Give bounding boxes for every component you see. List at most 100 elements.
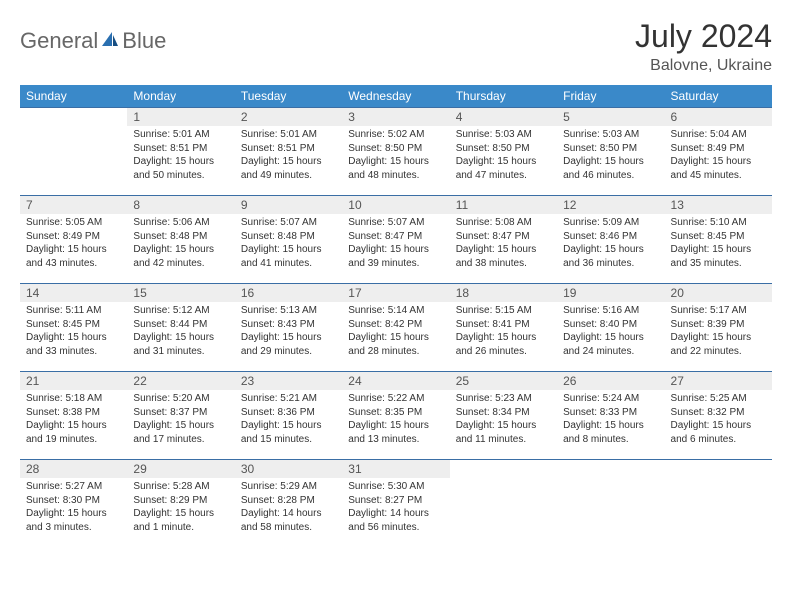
day-number: 20 — [665, 284, 772, 302]
day-number: 16 — [235, 284, 342, 302]
day-detail-line: Sunset: 8:29 PM — [133, 494, 228, 508]
day-detail-line: and 19 minutes. — [26, 433, 121, 447]
day-detail-line: and 29 minutes. — [241, 345, 336, 359]
day-details: Sunrise: 5:12 AMSunset: 8:44 PMDaylight:… — [127, 302, 234, 360]
day-detail-line: Sunrise: 5:09 AM — [563, 216, 658, 230]
day-detail-line: Sunset: 8:32 PM — [671, 406, 766, 420]
calendar-cell: 20Sunrise: 5:17 AMSunset: 8:39 PMDayligh… — [665, 284, 772, 372]
day-detail-line: Sunset: 8:48 PM — [133, 230, 228, 244]
day-detail-line: and 38 minutes. — [456, 257, 551, 271]
day-detail-line: Daylight: 15 hours — [133, 331, 228, 345]
calendar-grid: SundayMondayTuesdayWednesdayThursdayFrid… — [20, 85, 772, 548]
day-detail-line: Daylight: 15 hours — [563, 155, 658, 169]
calendar-row: 21Sunrise: 5:18 AMSunset: 8:38 PMDayligh… — [20, 372, 772, 460]
day-detail-line: Daylight: 15 hours — [671, 243, 766, 257]
day-detail-line: Sunset: 8:50 PM — [563, 142, 658, 156]
calendar-cell — [557, 460, 664, 548]
day-detail-line: Daylight: 15 hours — [348, 419, 443, 433]
calendar-cell: 4Sunrise: 5:03 AMSunset: 8:50 PMDaylight… — [450, 108, 557, 196]
day-details: Sunrise: 5:25 AMSunset: 8:32 PMDaylight:… — [665, 390, 772, 448]
day-detail-line: Daylight: 15 hours — [26, 243, 121, 257]
day-detail-line: Sunset: 8:45 PM — [671, 230, 766, 244]
day-detail-line: Sunrise: 5:08 AM — [456, 216, 551, 230]
day-detail-line: Sunrise: 5:01 AM — [133, 128, 228, 142]
day-detail-line: Sunrise: 5:14 AM — [348, 304, 443, 318]
calendar-cell: 13Sunrise: 5:10 AMSunset: 8:45 PMDayligh… — [665, 196, 772, 284]
day-number: 15 — [127, 284, 234, 302]
day-detail-line: Daylight: 15 hours — [26, 331, 121, 345]
day-number: 13 — [665, 196, 772, 214]
day-detail-line: and 41 minutes. — [241, 257, 336, 271]
calendar-cell: 6Sunrise: 5:04 AMSunset: 8:49 PMDaylight… — [665, 108, 772, 196]
day-details: Sunrise: 5:20 AMSunset: 8:37 PMDaylight:… — [127, 390, 234, 448]
day-details: Sunrise: 5:03 AMSunset: 8:50 PMDaylight:… — [557, 126, 664, 184]
day-number: 3 — [342, 108, 449, 126]
logo-word2: Blue — [122, 28, 166, 54]
day-number: 14 — [20, 284, 127, 302]
day-number: 4 — [450, 108, 557, 126]
day-detail-line: Sunset: 8:46 PM — [563, 230, 658, 244]
day-number: 27 — [665, 372, 772, 390]
day-number: 31 — [342, 460, 449, 478]
day-detail-line: Daylight: 15 hours — [563, 243, 658, 257]
day-detail-line: Daylight: 14 hours — [348, 507, 443, 521]
day-detail-line: Daylight: 15 hours — [563, 331, 658, 345]
day-detail-line: and 28 minutes. — [348, 345, 443, 359]
calendar-body: 1Sunrise: 5:01 AMSunset: 8:51 PMDaylight… — [20, 108, 772, 548]
day-detail-line: Daylight: 15 hours — [133, 507, 228, 521]
day-details: Sunrise: 5:05 AMSunset: 8:49 PMDaylight:… — [20, 214, 127, 272]
day-details: Sunrise: 5:02 AMSunset: 8:50 PMDaylight:… — [342, 126, 449, 184]
logo: General Blue — [20, 18, 166, 54]
weekday-header: Thursday — [450, 85, 557, 108]
day-detail-line: Sunset: 8:45 PM — [26, 318, 121, 332]
day-number: 12 — [557, 196, 664, 214]
day-detail-line: Daylight: 15 hours — [348, 331, 443, 345]
calendar-cell: 19Sunrise: 5:16 AMSunset: 8:40 PMDayligh… — [557, 284, 664, 372]
day-details: Sunrise: 5:15 AMSunset: 8:41 PMDaylight:… — [450, 302, 557, 360]
weekday-header: Sunday — [20, 85, 127, 108]
day-detail-line: Daylight: 15 hours — [671, 155, 766, 169]
calendar-cell: 5Sunrise: 5:03 AMSunset: 8:50 PMDaylight… — [557, 108, 664, 196]
day-detail-line: and 46 minutes. — [563, 169, 658, 183]
day-detail-line: Sunset: 8:33 PM — [563, 406, 658, 420]
day-detail-line: Daylight: 15 hours — [456, 243, 551, 257]
day-detail-line: and 50 minutes. — [133, 169, 228, 183]
day-details: Sunrise: 5:14 AMSunset: 8:42 PMDaylight:… — [342, 302, 449, 360]
day-number: 25 — [450, 372, 557, 390]
calendar-cell: 28Sunrise: 5:27 AMSunset: 8:30 PMDayligh… — [20, 460, 127, 548]
day-detail-line: Sunrise: 5:20 AM — [133, 392, 228, 406]
day-detail-line: and 3 minutes. — [26, 521, 121, 535]
day-detail-line: and 24 minutes. — [563, 345, 658, 359]
calendar-cell: 7Sunrise: 5:05 AMSunset: 8:49 PMDaylight… — [20, 196, 127, 284]
day-detail-line: Sunrise: 5:30 AM — [348, 480, 443, 494]
day-detail-line: and 36 minutes. — [563, 257, 658, 271]
day-details: Sunrise: 5:10 AMSunset: 8:45 PMDaylight:… — [665, 214, 772, 272]
calendar-cell — [20, 108, 127, 196]
day-detail-line: Sunrise: 5:18 AM — [26, 392, 121, 406]
day-detail-line: and 33 minutes. — [26, 345, 121, 359]
day-number: 11 — [450, 196, 557, 214]
weekday-header: Tuesday — [235, 85, 342, 108]
calendar-cell: 8Sunrise: 5:06 AMSunset: 8:48 PMDaylight… — [127, 196, 234, 284]
day-details: Sunrise: 5:22 AMSunset: 8:35 PMDaylight:… — [342, 390, 449, 448]
calendar-cell: 9Sunrise: 5:07 AMSunset: 8:48 PMDaylight… — [235, 196, 342, 284]
day-detail-line: Sunset: 8:27 PM — [348, 494, 443, 508]
day-detail-line: Sunrise: 5:02 AM — [348, 128, 443, 142]
day-detail-line: Sunrise: 5:01 AM — [241, 128, 336, 142]
day-detail-line: Daylight: 15 hours — [241, 331, 336, 345]
day-detail-line: Daylight: 15 hours — [26, 507, 121, 521]
weekday-header: Wednesday — [342, 85, 449, 108]
day-details: Sunrise: 5:13 AMSunset: 8:43 PMDaylight:… — [235, 302, 342, 360]
day-detail-line: Sunrise: 5:23 AM — [456, 392, 551, 406]
calendar-cell: 27Sunrise: 5:25 AMSunset: 8:32 PMDayligh… — [665, 372, 772, 460]
day-details: Sunrise: 5:24 AMSunset: 8:33 PMDaylight:… — [557, 390, 664, 448]
calendar-cell: 11Sunrise: 5:08 AMSunset: 8:47 PMDayligh… — [450, 196, 557, 284]
day-number: 10 — [342, 196, 449, 214]
day-number: 22 — [127, 372, 234, 390]
calendar-cell: 30Sunrise: 5:29 AMSunset: 8:28 PMDayligh… — [235, 460, 342, 548]
day-detail-line: Sunset: 8:30 PM — [26, 494, 121, 508]
day-detail-line: Daylight: 14 hours — [241, 507, 336, 521]
day-detail-line: Sunrise: 5:28 AM — [133, 480, 228, 494]
day-detail-line: Daylight: 15 hours — [133, 243, 228, 257]
day-details: Sunrise: 5:17 AMSunset: 8:39 PMDaylight:… — [665, 302, 772, 360]
